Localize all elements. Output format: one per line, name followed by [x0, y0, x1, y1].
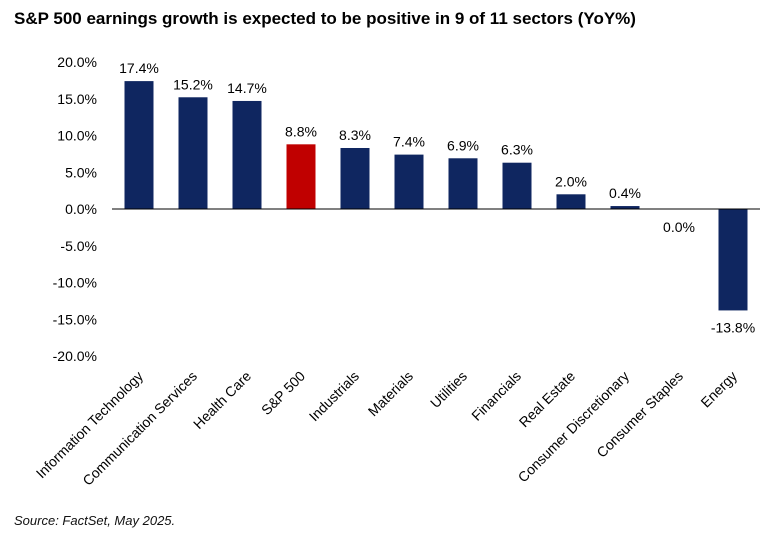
data-label: 14.7% [227, 80, 267, 96]
y-tick-label: -10.0% [53, 275, 97, 291]
x-tick-label: Communication Services [79, 368, 200, 489]
bar [718, 209, 748, 311]
data-label: 15.2% [173, 76, 213, 92]
data-label: 8.8% [285, 123, 317, 139]
y-axis: 20.0% 15.0% 10.0% 5.0% 0.0% -5.0% -10.0% -15.0%… [53, 54, 97, 364]
data-label: 7.4% [393, 134, 425, 150]
data-label: 0.0% [663, 219, 695, 235]
bar [232, 100, 262, 209]
bar [286, 144, 316, 209]
y-tick-label: 15.0% [57, 91, 97, 107]
y-tick-label: -15.0% [53, 311, 97, 327]
bar [502, 162, 532, 209]
data-label: 17.4% [119, 60, 159, 76]
x-tick-label: Health Care [190, 368, 254, 432]
x-tick-label: Energy [697, 368, 740, 411]
chart-source: Source: FactSet, May 2025. [14, 513, 176, 528]
chart-title: S&P 500 earnings growth is expected to b… [14, 9, 636, 28]
x-tick-label: Industrials [306, 368, 362, 424]
x-tick-label: Information Technology [33, 368, 146, 481]
y-tick-label: -20.0% [53, 348, 97, 364]
data-label: 8.3% [339, 127, 371, 143]
data-label: 2.0% [555, 173, 587, 189]
x-tick-label: Materials [365, 368, 416, 419]
x-tick-label: S&P 500 [258, 368, 308, 418]
y-tick-label: 10.0% [57, 128, 97, 144]
x-tick-label: Utilities [427, 368, 470, 411]
data-label: -13.8% [711, 319, 755, 335]
bar [610, 206, 640, 209]
bar [124, 81, 154, 209]
bar [394, 154, 424, 209]
data-label: 0.4% [609, 185, 641, 201]
y-tick-label: 0.0% [65, 201, 97, 217]
y-tick-label: 20.0% [57, 54, 97, 70]
value-labels: 17.4% 15.2% 14.7% 8.8% 8.3% 7.4% 6.9% 6.3% 2.0% 0… [119, 60, 755, 335]
y-tick-label: -5.0% [60, 238, 97, 254]
y-tick-label: 5.0% [65, 164, 97, 180]
data-label: 6.9% [447, 137, 479, 153]
bars [124, 81, 748, 311]
x-tick-label: Financials [468, 368, 524, 424]
bar [178, 97, 208, 209]
bar [448, 158, 478, 209]
bar [340, 147, 370, 209]
bar [556, 194, 586, 209]
x-tick-label: Consumer Discretionary [515, 368, 633, 486]
data-label: 6.3% [501, 142, 533, 158]
